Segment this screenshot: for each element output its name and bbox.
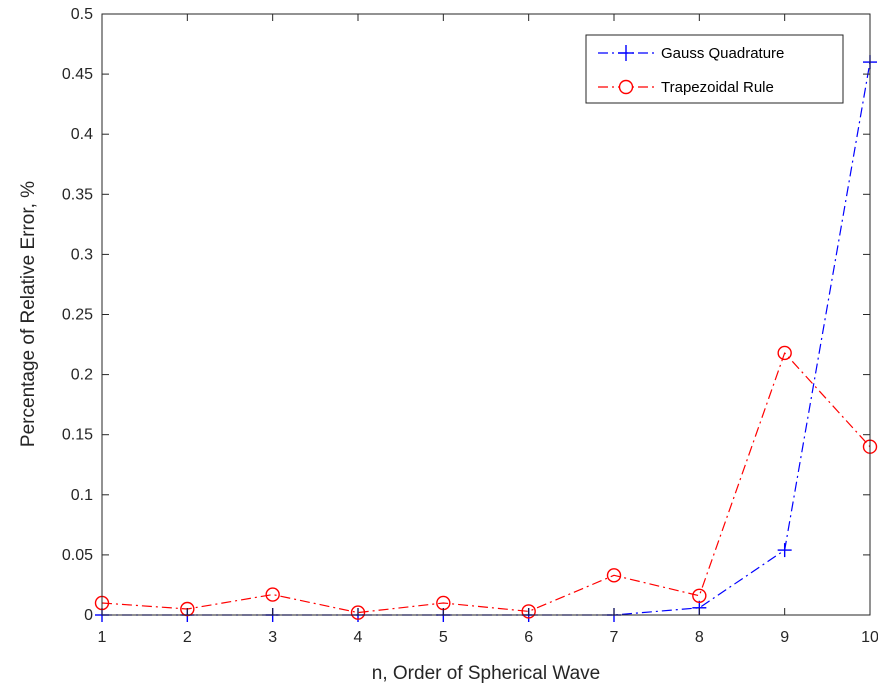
trapezoidal-point-8	[692, 588, 707, 603]
x-tick-label: 4	[354, 629, 363, 646]
trapezoidal-point-9	[777, 345, 792, 361]
legend-trapezoidal-label: Trapezoidal Rule	[661, 79, 774, 96]
trapezoidal-point-3	[265, 587, 280, 602]
x-tick-label: 6	[524, 629, 533, 646]
legend: Gauss Quadrature Trapezoidal Rule	[585, 34, 844, 104]
legend-trapezoidal-circle-marker	[618, 79, 634, 95]
x-tick-label: 10	[861, 629, 878, 646]
x-tick-label: 2	[183, 629, 192, 646]
y-axis-label: Percentage of Relative Error, %	[18, 181, 39, 447]
trapezoidal-point-6	[521, 604, 536, 619]
y-tick-label: 0	[84, 607, 93, 624]
y-tick-label: 0.3	[71, 246, 93, 263]
y-tick-label: 0.4	[71, 126, 93, 143]
x-tick-label: 9	[780, 629, 789, 646]
trapezoidal-point-7	[606, 568, 622, 583]
legend-gauss-plus-marker	[618, 45, 634, 61]
y-tick-label: 0.5	[71, 6, 93, 23]
trapezoidal-point-4	[350, 605, 366, 620]
legend-gauss-label: Gauss Quadrature	[661, 45, 784, 62]
y-tick-label: 0.2	[71, 367, 93, 384]
y-tick-label: 0.05	[62, 547, 93, 564]
x-tick-label: 8	[695, 629, 704, 646]
plot-area	[102, 14, 870, 615]
y-tick-label: 0.15	[62, 427, 93, 444]
axes-layer	[101, 13, 871, 616]
x-axis-label: n, Order of Spherical Wave	[372, 663, 600, 684]
y-tick-label: 0.25	[62, 307, 93, 324]
x-tick-label: 5	[439, 629, 448, 646]
x-tick-label: 1	[98, 629, 107, 646]
gauss-point-9	[777, 543, 792, 558]
x-tick-label: 7	[610, 629, 619, 646]
series-line-1	[101, 352, 871, 614]
y-tick-label: 0.35	[62, 186, 93, 203]
x-tick-label: 3	[268, 629, 277, 646]
labels-layer: 1 2 3 4 5 6 7 8 9 10 0 0.05 0.1 0.15 0.2 0.25 0.3 0.35 0.4…	[62, 6, 878, 646]
y-tick-label: 0.1	[71, 487, 93, 504]
y-tick-label: 0.45	[62, 66, 93, 83]
